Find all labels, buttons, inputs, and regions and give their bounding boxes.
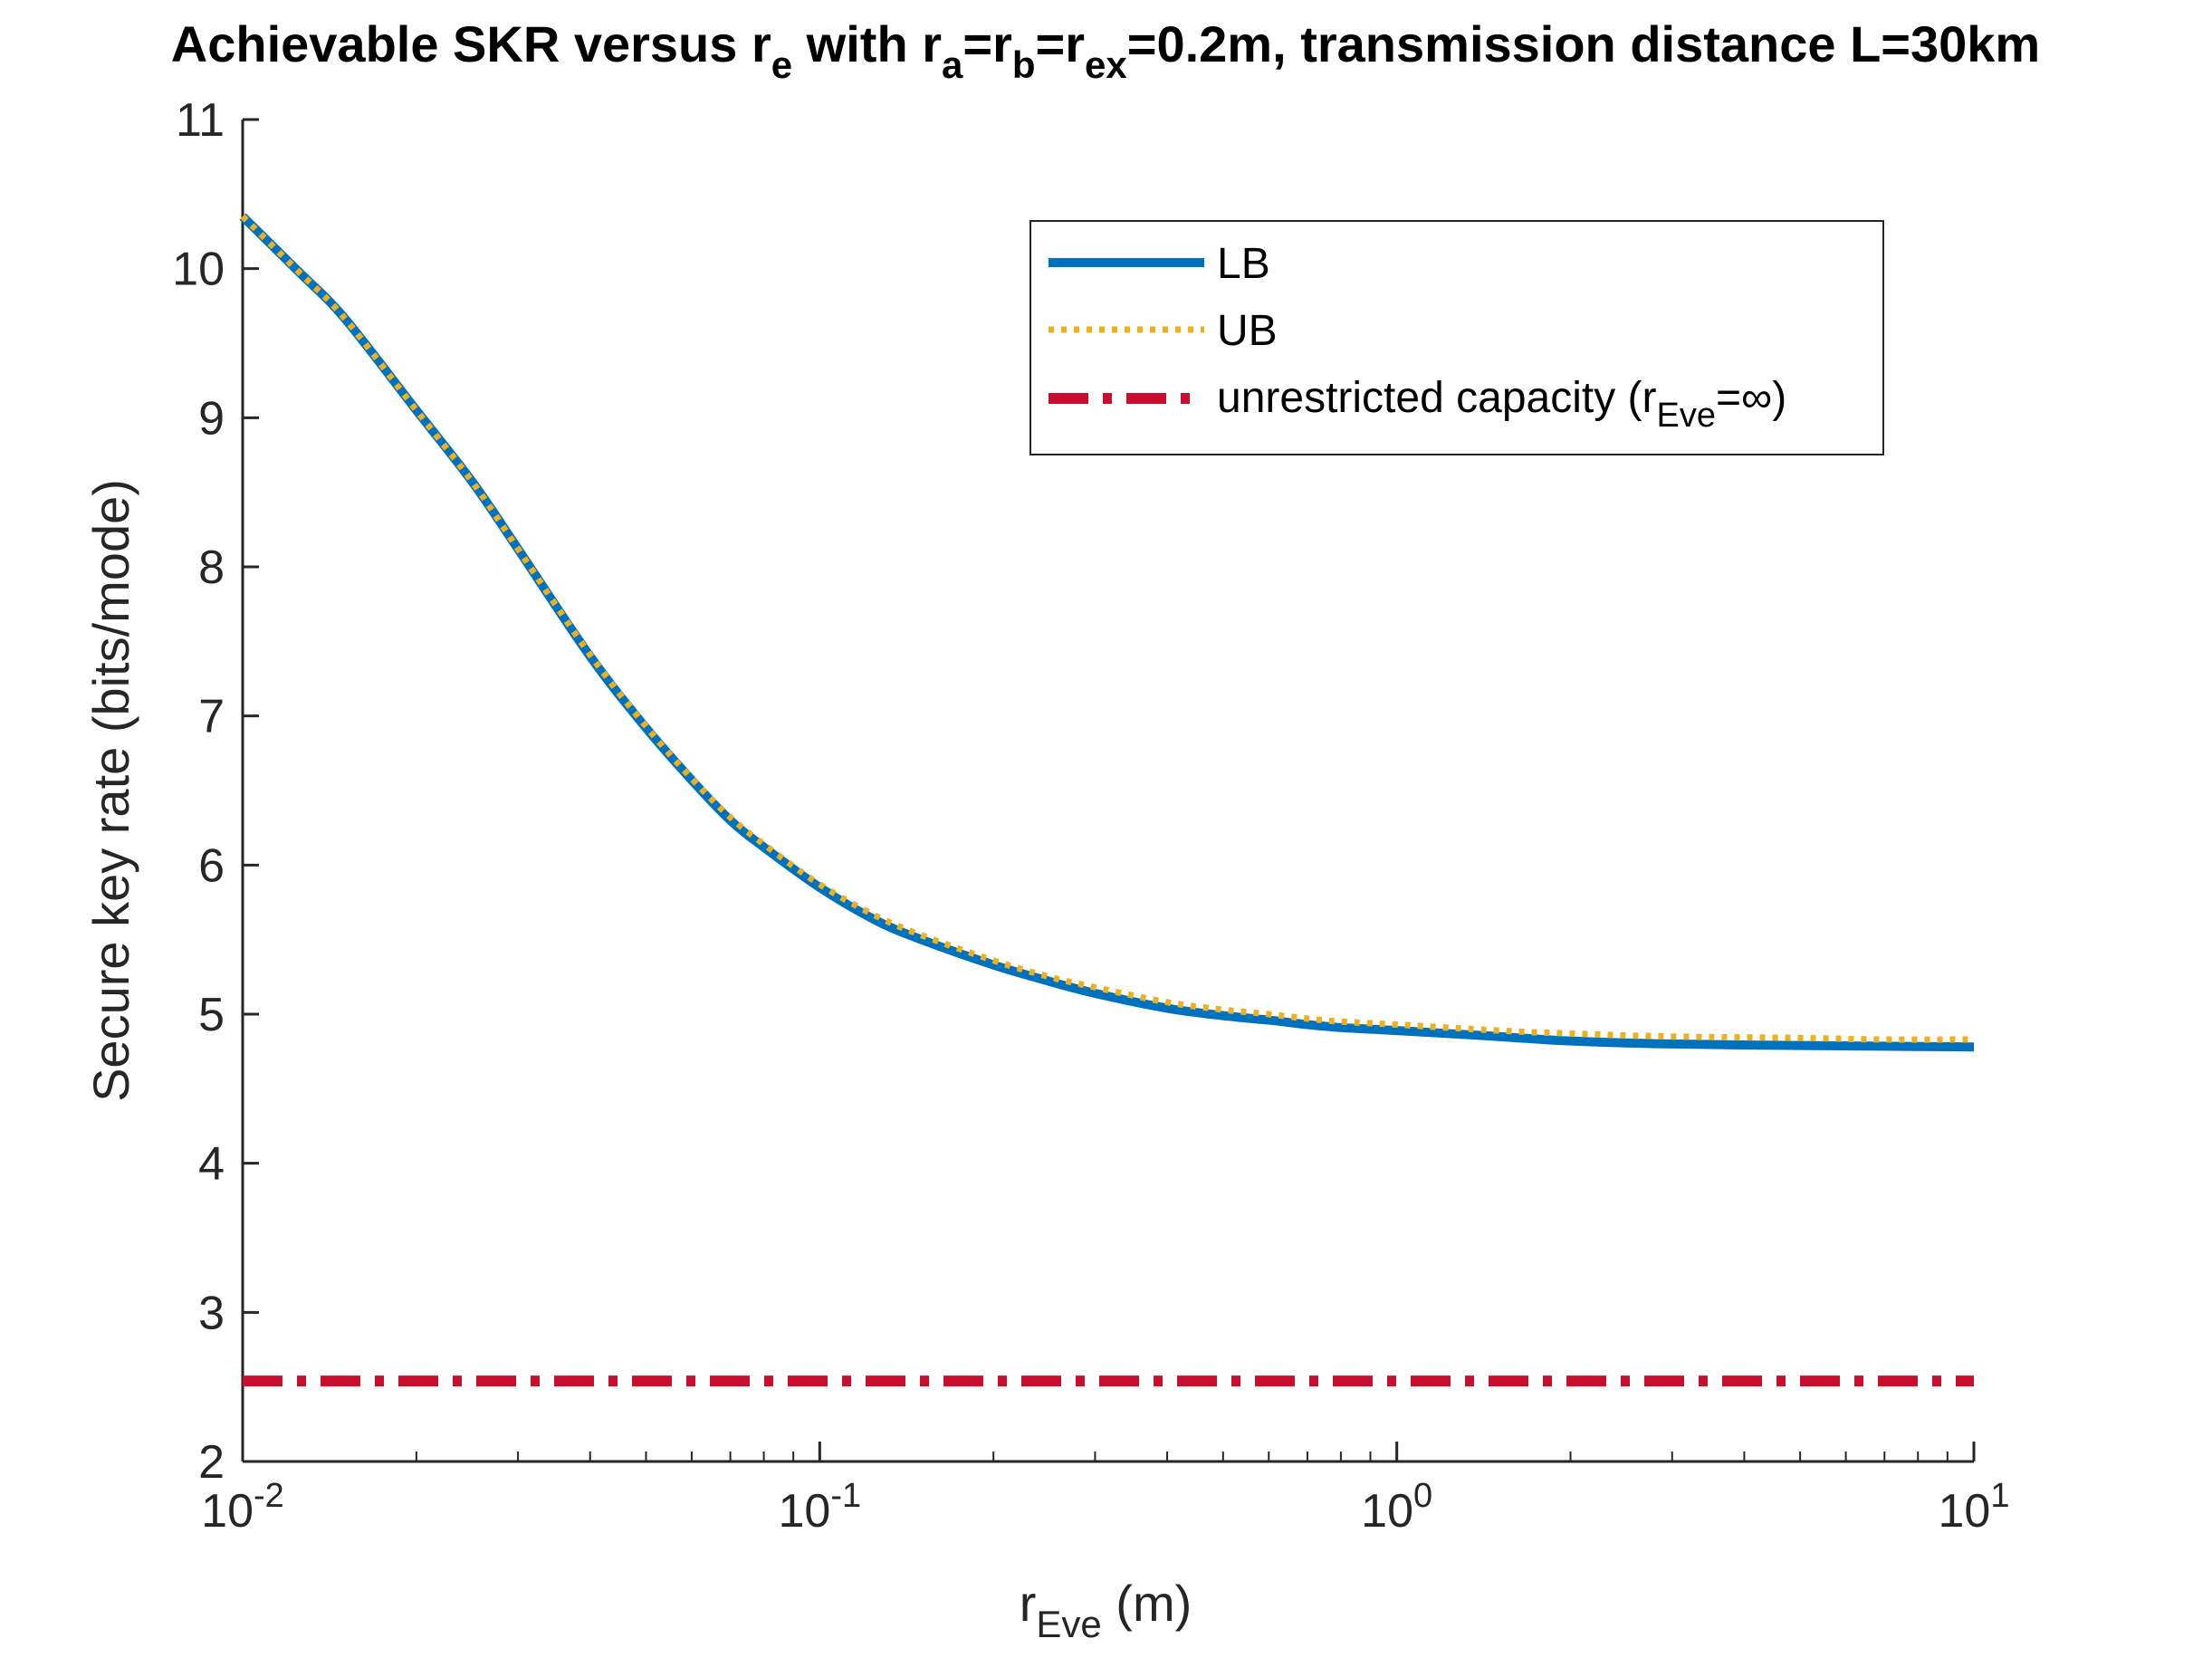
y-tick-label: 8: [198, 541, 225, 594]
x-tick-label: 100: [1361, 1477, 1432, 1538]
x-axis-label: rEve (m): [1020, 1575, 1192, 1645]
y-tick-label: 5: [198, 989, 225, 1041]
y-tick-label: 10: [172, 244, 225, 296]
y-tick-label: 9: [198, 392, 225, 445]
series-ub-line: [240, 214, 1975, 1043]
legend: LB UB unrestricted capacity (rEve=∞): [1029, 220, 1884, 455]
y-tick-label: 4: [198, 1138, 225, 1191]
x-minor-ticks: [415, 1452, 1949, 1461]
series-layer: [239, 213, 1975, 1387]
y-ticks: 2 3 4 5 6 7 8 9 10 11: [172, 94, 259, 1489]
x-ticks: 10-2 10-1 100 101: [201, 1442, 2009, 1538]
legend-ub-label: UB: [1217, 307, 1278, 355]
legend-lb-label: LB: [1217, 240, 1270, 288]
y-tick-label: 3: [198, 1287, 225, 1339]
y-axis-label: Secure key rate (bits/mode): [82, 479, 139, 1102]
plot-area: 2 3 4 5 6 7 8 9 10 11 10-2 10-1 100 101: [172, 94, 2009, 1538]
y-tick-label: 2: [198, 1436, 225, 1489]
chart-title: Achievable SKR versus re with ra=rb=rex=…: [171, 15, 2040, 86]
y-tick-label: 7: [198, 691, 225, 743]
y-tick-label: 11: [176, 94, 225, 147]
x-tick-label: 101: [1939, 1477, 2010, 1538]
x-tick-label: 10-2: [201, 1477, 284, 1538]
y-tick-label: 6: [198, 839, 225, 892]
legend-unrestricted-capacity-label: unrestricted capacity (rEve=∞): [1217, 374, 1786, 435]
x-tick-label: 10-1: [779, 1477, 862, 1538]
